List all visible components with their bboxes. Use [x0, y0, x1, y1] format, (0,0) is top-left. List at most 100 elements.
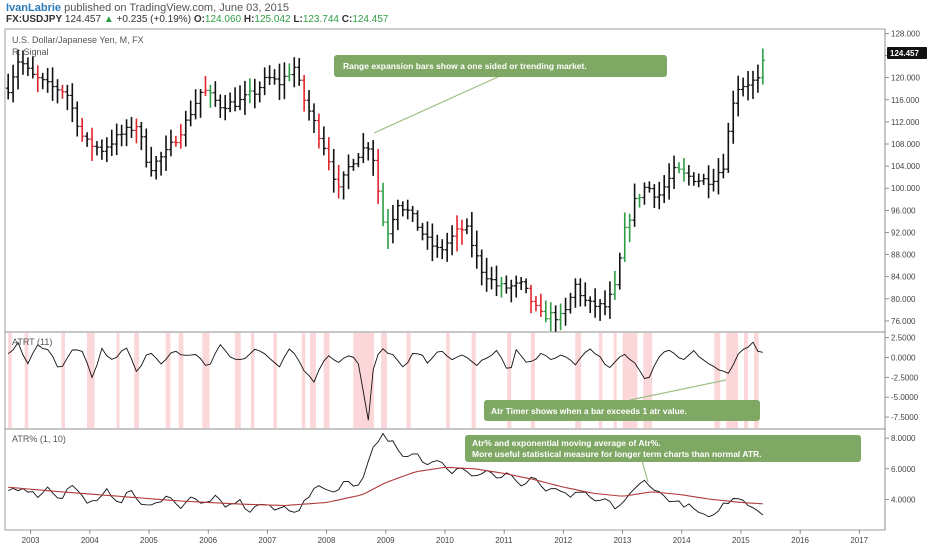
atr-exceed-band [134, 333, 139, 428]
atr-exceed-band [743, 333, 749, 428]
y-tick-label: 112.000 [891, 118, 920, 127]
ohlc-bar [208, 84, 213, 108]
ohlc-bar [326, 137, 331, 171]
ohlc-bar [538, 293, 544, 317]
ohlc-bar [459, 219, 465, 245]
annotation-atr-pct-line1: Atr% and exponential moving average of A… [472, 438, 661, 448]
ohlc-bar [75, 101, 80, 137]
atrt-series-line [7, 341, 763, 421]
ohlc-bar [20, 50, 26, 75]
ohlc-bar [726, 122, 731, 173]
ohlc-bar [435, 234, 440, 258]
ohlc-bar [306, 90, 312, 121]
x-tick-label: 2012 [554, 536, 572, 545]
y-tick-label: 88.000 [891, 251, 916, 260]
atrt-panel-title: ATRT (11) [12, 337, 52, 347]
x-tick-label: 2017 [850, 536, 868, 545]
ohlc-bar [711, 168, 716, 192]
ohlc-bar [632, 183, 637, 227]
open-value: 124.060 [204, 14, 242, 25]
atr-exceed-band [86, 333, 95, 428]
ohlc-bar [277, 63, 282, 101]
ohlc-bar [681, 157, 687, 182]
ohlc-bar [592, 288, 598, 318]
ohlc-bar [425, 221, 430, 250]
ohlc-bar [5, 73, 11, 100]
high-value: 125.042 [254, 14, 291, 25]
change-value: +0.235 (+0.19%) [116, 14, 192, 25]
ohlc-bar [242, 80, 248, 115]
annotation-atr-pct: Atr% and exponential moving average of A… [465, 435, 861, 483]
ohlc-bar [444, 232, 450, 262]
x-tick-label: 2011 [495, 536, 513, 545]
ohlc-bar [588, 296, 593, 313]
y-tick-label: 100.000 [891, 184, 920, 193]
y-tick-label: 80.000 [891, 295, 916, 304]
y-tick-label: 8.0000 [891, 434, 916, 443]
x-tick-label: 2008 [318, 536, 336, 545]
low-value: 123.744 [302, 14, 339, 25]
annotation-range-expansion: Range expansion bars show a one sided or… [334, 55, 667, 134]
atr-exceed-band [202, 333, 210, 428]
ohlc-bar [523, 278, 529, 294]
x-axis: 2003 2004 2005 2006 2007 2008 2009 2010 2011 2012… [22, 530, 869, 545]
ohlc-bar [568, 292, 573, 314]
ohlc-bar [686, 165, 692, 186]
ohlc-bar [499, 276, 504, 298]
ohlc-bar [134, 118, 139, 144]
atr-exceed-band [471, 333, 476, 428]
ohlc-bar [153, 156, 159, 180]
ohlc-bar [370, 140, 376, 176]
publish-line: IvanLabrie published on TradingView.com,… [6, 2, 289, 14]
ohlc-bar [701, 173, 706, 185]
annotation-atr-timer: Atr Timer shows when a bar exceeds 1 atr… [484, 379, 760, 421]
ohlc-bar [84, 132, 90, 147]
ohlc-bar [755, 64, 761, 93]
atr-exceed-band [234, 333, 241, 428]
open-label: O: [193, 14, 205, 25]
ohlc-bar [666, 163, 672, 200]
x-tick-label: 2005 [140, 536, 158, 545]
ohlc-bar [129, 116, 134, 139]
atr-exceed-band [643, 333, 653, 428]
ohlc-bar [691, 172, 696, 186]
ohlc-bar [109, 129, 114, 156]
close-label: C: [341, 14, 353, 25]
ohlc-bar [104, 137, 110, 163]
ohlc-bar [346, 154, 351, 190]
triangle-up-icon: ▲ [103, 14, 114, 25]
ohlc-bar [706, 165, 711, 199]
x-tick-label: 2007 [258, 536, 276, 545]
ohlc-bar [494, 265, 499, 297]
author-link[interactable]: IvanLabrie [6, 2, 62, 14]
ohlc-bar [518, 277, 524, 291]
ohlc-bar [40, 72, 45, 90]
ohlc-bar [10, 64, 16, 103]
ohlc-bar [420, 222, 425, 241]
ohlc-bar [602, 290, 608, 316]
atr-exceed-band [116, 333, 120, 428]
ohlc-bar [563, 297, 568, 326]
atr-exceed-band [178, 333, 184, 428]
atrpct-series-line [8, 432, 764, 518]
ohlc-bar [647, 181, 652, 193]
annotation-range-expansion-text: Range expansion bars show a one sided or… [343, 61, 587, 71]
atr-exceed-band [61, 333, 66, 428]
ohlc-bar [553, 305, 558, 332]
ohlc-bar [163, 135, 169, 171]
x-tick-label: 2006 [199, 536, 217, 545]
ohlc-bar [50, 67, 55, 101]
ohlc-bar [474, 230, 479, 269]
ohlc-bar [716, 158, 721, 195]
ohlc-bar [124, 119, 129, 147]
ohlc-bar [60, 84, 65, 99]
y-tick-label: 120.000 [891, 74, 920, 83]
ohlc-bar [400, 201, 405, 217]
ohlc-bar [415, 210, 420, 231]
ohlc-bar [657, 181, 662, 210]
y-tick-label: 84.000 [891, 273, 916, 282]
ohlc-bar [139, 121, 144, 151]
y-tick-label: 6.0000 [891, 465, 916, 474]
atr-exceed-band [301, 333, 306, 428]
